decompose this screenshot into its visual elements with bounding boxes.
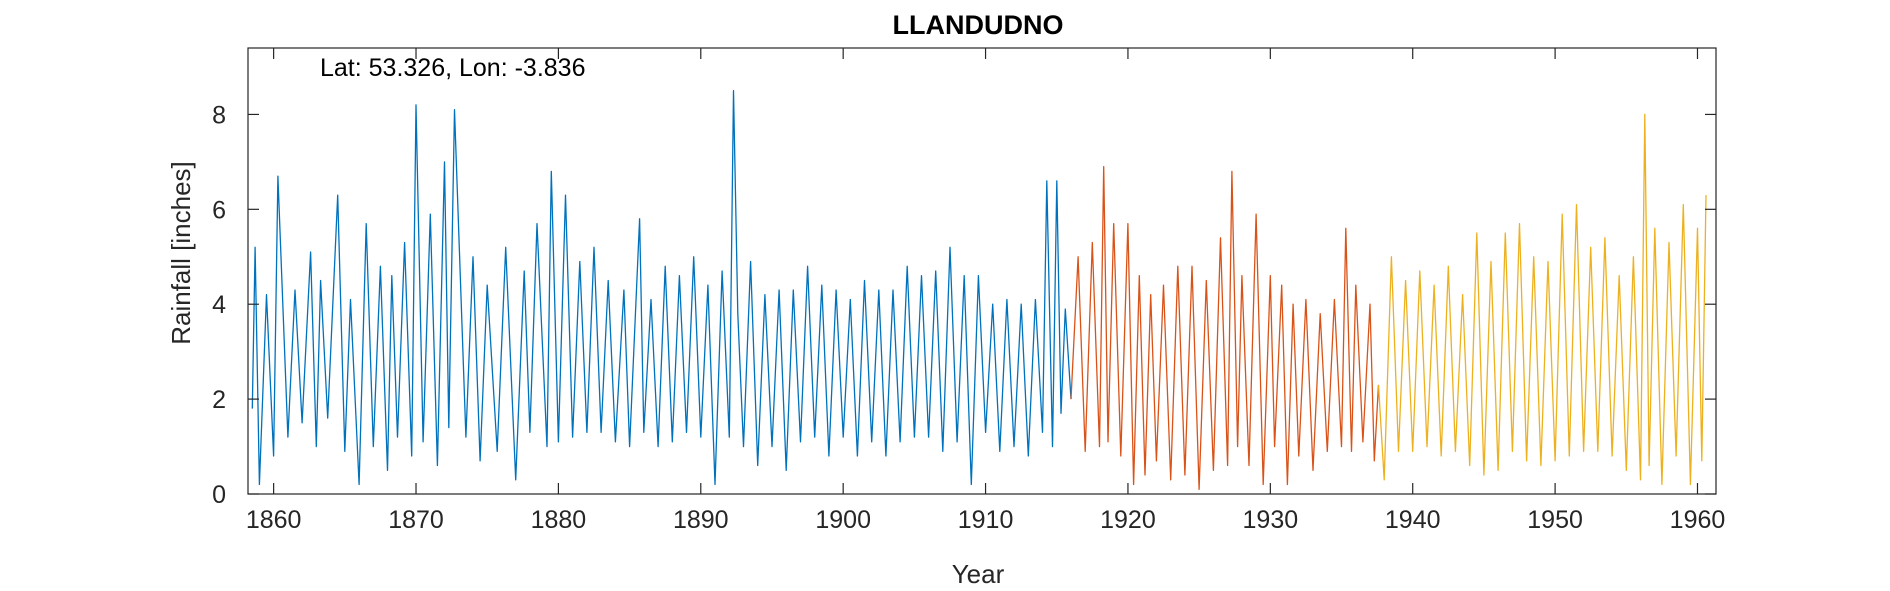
- y-tick-label-2: 2: [212, 386, 226, 414]
- y-tick-label-4: 4: [212, 291, 226, 319]
- x-tick-label-1960: 1960: [1670, 506, 1726, 534]
- series-line-2: [1070, 165, 1380, 490]
- y-tick-label-0: 0: [212, 481, 226, 509]
- series-line-1: [251, 90, 1072, 486]
- y-axis-label: Rainfall [inches]: [166, 161, 196, 345]
- x-tick-label-1870: 1870: [388, 506, 444, 534]
- x-tick-label-1930: 1930: [1243, 506, 1299, 534]
- y-tick-label-8: 8: [212, 101, 226, 129]
- x-tick-label-1920: 1920: [1100, 506, 1156, 534]
- y-tick-label-6: 6: [212, 196, 226, 224]
- x-tick-label-1880: 1880: [531, 506, 587, 534]
- chart-title: LLANDUDNO: [893, 10, 1064, 40]
- x-axis-label: Year: [952, 559, 1005, 589]
- plot-frame: [247, 47, 1717, 495]
- location-annotation: Lat: 53.326, Lon: -3.836: [320, 54, 586, 82]
- x-tick-label-1950: 1950: [1527, 506, 1583, 534]
- x-tick-label-1890: 1890: [673, 506, 729, 534]
- x-tick-label-1860: 1860: [246, 506, 302, 534]
- series-line-3: [1377, 113, 1707, 486]
- x-tick-label-1910: 1910: [958, 506, 1014, 534]
- x-tick-label-1900: 1900: [815, 506, 871, 534]
- plot-area: 1860 1870 1880 1890 1900 1910 1920 1930 1940 1950…: [212, 47, 1726, 534]
- x-tick-label-1940: 1940: [1385, 506, 1441, 534]
